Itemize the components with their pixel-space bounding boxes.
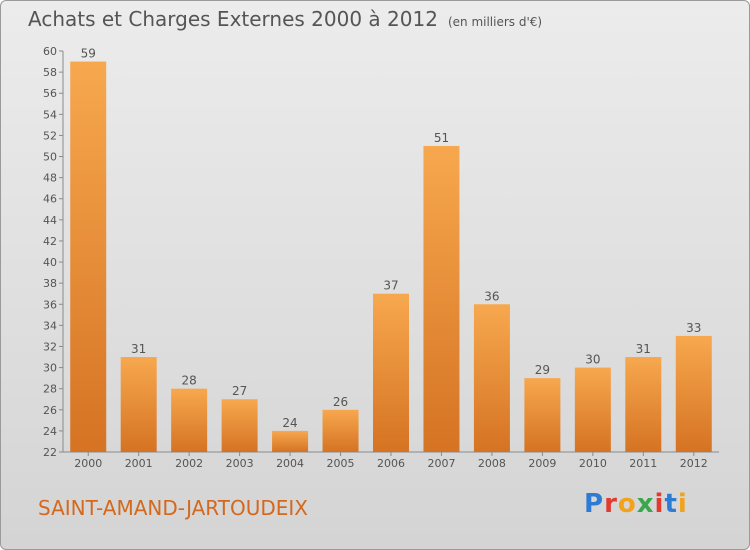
x-tick-label: 2007 bbox=[427, 457, 455, 470]
bar-2002 bbox=[171, 388, 208, 452]
logo-letter: i bbox=[654, 489, 665, 519]
bar-2012 bbox=[675, 335, 712, 452]
y-tick-label: 48 bbox=[43, 172, 57, 185]
bar-2011 bbox=[625, 357, 662, 452]
y-tick-label: 26 bbox=[43, 404, 57, 417]
y-tick-label: 60 bbox=[43, 45, 57, 58]
data-label: 27 bbox=[232, 384, 247, 398]
y-tick-label: 56 bbox=[43, 87, 57, 100]
data-label: 59 bbox=[81, 47, 96, 61]
y-tick-label: 38 bbox=[43, 277, 57, 290]
logo-letter: r bbox=[604, 489, 618, 519]
x-tick-label: 2009 bbox=[528, 457, 556, 470]
data-label: 31 bbox=[131, 342, 146, 356]
axes: 22 24 26 28 30 32 34 36 38 40 42 44 46 48 50 52 54 56 58 60… bbox=[43, 45, 719, 470]
data-label: 31 bbox=[636, 342, 651, 356]
proxiti-logo: Proxiti bbox=[584, 489, 688, 519]
x-tick-label: 2001 bbox=[125, 457, 153, 470]
bar-2004 bbox=[272, 430, 309, 452]
title-text: Achats et Charges Externes 2000 à 2012 bbox=[28, 7, 438, 31]
x-tick-label: 2002 bbox=[175, 457, 203, 470]
chart-title: Achats et Charges Externes 2000 à 2012 (e… bbox=[28, 7, 542, 31]
data-label: 28 bbox=[182, 374, 197, 388]
y-tick-label: 58 bbox=[43, 66, 57, 79]
y-tick-label: 30 bbox=[43, 362, 57, 375]
data-label: 26 bbox=[333, 395, 348, 409]
y-tick-label: 54 bbox=[43, 108, 57, 121]
data-label: 29 bbox=[535, 363, 550, 377]
y-tick-label: 24 bbox=[43, 425, 57, 438]
logo-letter: x bbox=[636, 489, 655, 519]
logo-letter: i bbox=[677, 489, 688, 519]
data-label: 30 bbox=[585, 353, 600, 367]
y-tick-label: 28 bbox=[43, 383, 57, 396]
logo-letter: o bbox=[617, 489, 637, 519]
data-label: 33 bbox=[686, 321, 701, 335]
y-tick-label: 22 bbox=[43, 446, 57, 459]
commune-name: SAINT-AMAND-JARTOUDEIX bbox=[38, 496, 308, 520]
x-tick-label: 2006 bbox=[377, 457, 405, 470]
y-tick-label: 34 bbox=[43, 319, 57, 332]
bar-2008 bbox=[473, 304, 510, 452]
y-tick-label: 44 bbox=[43, 214, 57, 227]
bar-2000 bbox=[70, 61, 107, 452]
x-tick-label: 2008 bbox=[478, 457, 506, 470]
y-tick-label: 42 bbox=[43, 235, 57, 248]
x-tick-label: 2005 bbox=[327, 457, 355, 470]
y-tick-label: 32 bbox=[43, 340, 57, 353]
x-tick-label: 2000 bbox=[74, 457, 102, 470]
data-label: 36 bbox=[484, 289, 499, 303]
bar-2005 bbox=[322, 409, 359, 452]
x-tick-label: 2004 bbox=[276, 457, 304, 470]
bars: 59 31 28 27 24 26 37 51 36 29 30 31 33 bbox=[70, 47, 712, 452]
x-tick-label: 2012 bbox=[680, 457, 708, 470]
y-tick-label: 52 bbox=[43, 129, 57, 142]
x-tick-label: 2003 bbox=[226, 457, 254, 470]
y-tick-label: 36 bbox=[43, 298, 57, 311]
x-tick-label: 2010 bbox=[579, 457, 607, 470]
y-tick-label: 50 bbox=[43, 151, 57, 164]
data-label: 37 bbox=[383, 279, 398, 293]
y-tick-label: 46 bbox=[43, 193, 57, 206]
bar-2007 bbox=[423, 145, 460, 452]
data-label: 51 bbox=[434, 131, 449, 145]
bar-2010 bbox=[574, 367, 611, 452]
bar-2003 bbox=[221, 399, 258, 452]
data-label: 24 bbox=[282, 416, 297, 430]
x-tick-label: 2011 bbox=[629, 457, 657, 470]
y-tick-label: 40 bbox=[43, 256, 57, 269]
logo-letter: t bbox=[664, 489, 678, 519]
unit-label: (en milliers d'€) bbox=[447, 15, 543, 29]
bar-2001 bbox=[120, 357, 157, 452]
bar-2009 bbox=[524, 378, 561, 452]
bar-2006 bbox=[373, 293, 409, 452]
logo-letter: P bbox=[584, 489, 605, 519]
